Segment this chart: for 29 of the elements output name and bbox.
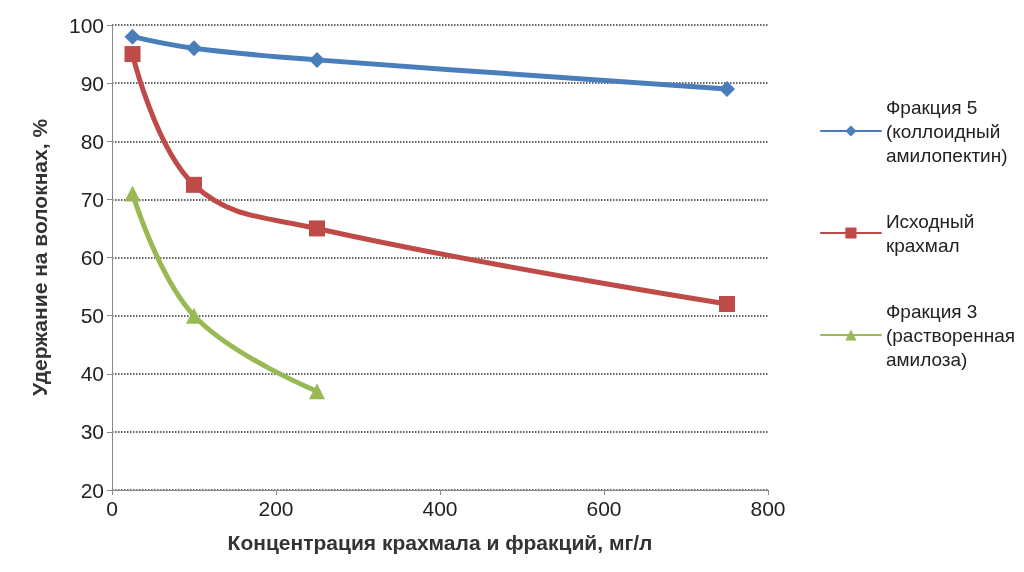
point — [719, 80, 735, 97]
point — [719, 296, 735, 312]
y-tick-label: 50 — [80, 304, 104, 328]
x-tick-label: 200 — [258, 497, 294, 520]
point — [186, 40, 202, 57]
y-tick-label: 40 — [80, 362, 104, 386]
y-tick-label: 70 — [80, 187, 104, 211]
point — [124, 46, 141, 63]
point — [309, 220, 325, 237]
y-tick-label: 80 — [80, 129, 104, 153]
point — [124, 28, 141, 45]
x-tick-label: 800 — [750, 497, 786, 520]
point — [309, 383, 325, 400]
legend-label: Фракция 3 (растворенная амилоза) — [885, 300, 1016, 370]
y-tick-label: 100 — [68, 13, 104, 37]
y-tick-label: 90 — [80, 71, 104, 95]
x-axis-title: Концентрация крахмала и фракций, мг/л — [227, 531, 653, 554]
x-tick-label: 600 — [586, 497, 622, 520]
y-tick-label: 30 — [80, 420, 104, 444]
y-tick-label: 20 — [80, 478, 104, 502]
x-tick-label: 400 — [422, 497, 458, 520]
y-axis-title: Удержание на волокнах, % — [28, 118, 51, 397]
point — [309, 51, 325, 68]
point — [124, 185, 141, 202]
point — [186, 176, 202, 193]
legend-label: Исходный крахмал — [885, 210, 975, 256]
legend-label: Фракция 5 (коллоидный амилопектин) — [885, 96, 1008, 166]
y-tick-label: 60 — [80, 246, 104, 269]
x-tick-label: 0 — [106, 497, 118, 520]
